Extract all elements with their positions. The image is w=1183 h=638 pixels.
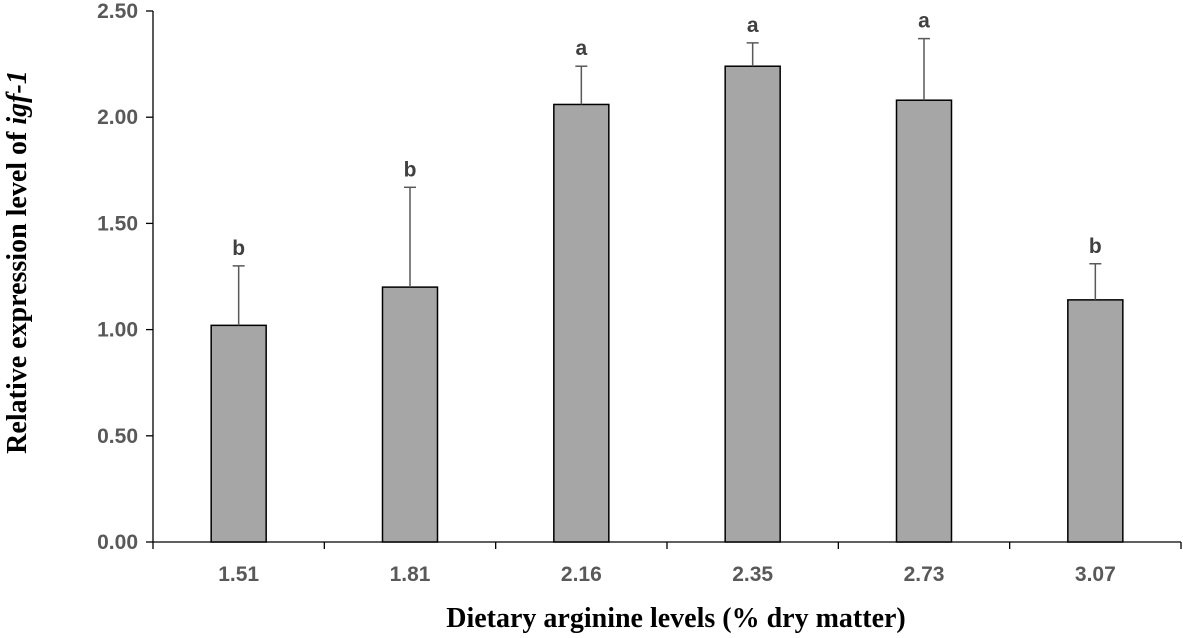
x-tick-label: 2.16 — [561, 563, 602, 586]
significance-labels: b b a a a b — [232, 10, 1101, 260]
y-tick-label: 2.00 — [97, 106, 138, 129]
significance-label: a — [747, 14, 759, 37]
significance-label: a — [918, 10, 930, 33]
y-tick-label: 1.50 — [97, 212, 138, 235]
significance-label: a — [575, 37, 587, 60]
y-tick-label: 0.50 — [97, 425, 138, 448]
y-axis-title-main: Relative expression level of — [2, 125, 33, 454]
x-tick-label: 1.51 — [218, 563, 259, 586]
significance-label: b — [404, 158, 417, 181]
significance-label: b — [232, 237, 245, 260]
bar — [724, 65, 781, 543]
x-tick-label: 1.81 — [390, 563, 431, 586]
y-axis-title: Relative expression level of igf-1 — [2, 70, 33, 454]
bars — [210, 65, 1124, 543]
x-axis-title: Dietary arginine levels (% dry matter) — [446, 603, 906, 634]
y-axis-title-gene: igf-1 — [2, 70, 33, 124]
x-axis: 1.51 1.81 2.16 2.35 2.73 3.07 — [152, 541, 1182, 586]
bar — [1067, 299, 1124, 543]
error-bars — [232, 37, 1102, 326]
y-tick-label: 2.50 — [97, 0, 138, 23]
x-tick-label: 2.73 — [904, 563, 945, 586]
bar — [895, 99, 953, 543]
significance-label: b — [1089, 235, 1102, 258]
bar — [381, 286, 439, 543]
x-tick-label: 3.07 — [1075, 563, 1116, 586]
bar — [553, 103, 610, 543]
bar — [210, 324, 267, 543]
y-axis: 0.00 0.50 1.00 1.50 2.00 2.50 — [97, 0, 154, 554]
y-tick-label: 0.00 — [97, 531, 138, 554]
x-tick-label: 2.35 — [732, 563, 773, 586]
y-tick-label: 1.00 — [97, 319, 138, 342]
